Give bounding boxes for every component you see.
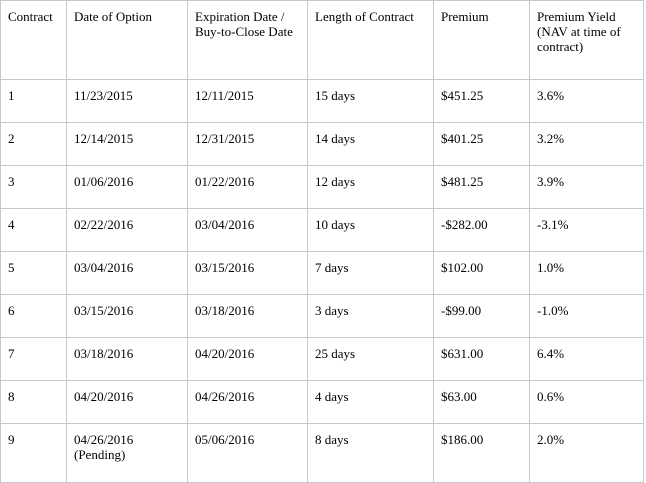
- cell-contract: 1: [0, 79, 67, 123]
- table-row: 5 03/04/2016 03/15/2016 7 days $102.00 1…: [0, 251, 644, 295]
- cell-date-of-option: 03/18/2016: [66, 337, 188, 381]
- cell-date-of-option: 03/04/2016: [66, 251, 188, 295]
- cell-premium-yield: 6.4%: [529, 337, 644, 381]
- cell-length: 25 days: [307, 337, 434, 381]
- cell-premium: $102.00: [433, 251, 530, 295]
- header-date-of-option: Date of Option: [66, 0, 188, 80]
- cell-date-of-option: 04/20/2016: [66, 380, 188, 424]
- cell-premium-yield: -1.0%: [529, 294, 644, 338]
- cell-contract: 9: [0, 423, 67, 483]
- cell-length: 3 days: [307, 294, 434, 338]
- header-length-of-contract: Length of Contract: [307, 0, 434, 80]
- header-contract: Contract: [0, 0, 67, 80]
- cell-expiration-date: 05/06/2016: [187, 423, 308, 483]
- table-row: 2 12/14/2015 12/31/2015 14 days $401.25 …: [0, 122, 644, 166]
- cell-expiration-date: 03/18/2016: [187, 294, 308, 338]
- cell-contract: 6: [0, 294, 67, 338]
- table-row: 1 11/23/2015 12/11/2015 15 days $451.25 …: [0, 79, 644, 123]
- cell-date-of-option: 04/26/2016 (Pending): [66, 423, 188, 483]
- cell-length: 15 days: [307, 79, 434, 123]
- cell-premium: $63.00: [433, 380, 530, 424]
- cell-premium-yield: 3.2%: [529, 122, 644, 166]
- cell-expiration-date: 12/11/2015: [187, 79, 308, 123]
- cell-length: 7 days: [307, 251, 434, 295]
- cell-premium-yield: 1.0%: [529, 251, 644, 295]
- cell-contract: 8: [0, 380, 67, 424]
- cell-length: 8 days: [307, 423, 434, 483]
- cell-premium-yield: 3.6%: [529, 79, 644, 123]
- cell-expiration-date: 12/31/2015: [187, 122, 308, 166]
- cell-premium-yield: -3.1%: [529, 208, 644, 252]
- table-header-row: Contract Date of Option Expiration Date …: [0, 0, 644, 80]
- cell-expiration-date: 01/22/2016: [187, 165, 308, 209]
- cell-premium: $481.25: [433, 165, 530, 209]
- cell-date-of-option: 12/14/2015: [66, 122, 188, 166]
- cell-length: 14 days: [307, 122, 434, 166]
- table-row: 4 02/22/2016 03/04/2016 10 days -$282.00…: [0, 208, 644, 252]
- header-premium-yield: Premium Yield (NAV at time of contract): [529, 0, 644, 80]
- table-row: 9 04/26/2016 (Pending) 05/06/2016 8 days…: [0, 423, 644, 483]
- cell-contract: 4: [0, 208, 67, 252]
- cell-expiration-date: 04/20/2016: [187, 337, 308, 381]
- cell-contract: 5: [0, 251, 67, 295]
- cell-premium: $186.00: [433, 423, 530, 483]
- cell-contract: 7: [0, 337, 67, 381]
- cell-premium-yield: 0.6%: [529, 380, 644, 424]
- cell-length: 10 days: [307, 208, 434, 252]
- cell-premium-yield: 3.9%: [529, 165, 644, 209]
- cell-premium: $451.25: [433, 79, 530, 123]
- cell-expiration-date: 04/26/2016: [187, 380, 308, 424]
- table-row: 3 01/06/2016 01/22/2016 12 days $481.25 …: [0, 165, 644, 209]
- cell-date-of-option: 11/23/2015: [66, 79, 188, 123]
- cell-contract: 2: [0, 122, 67, 166]
- cell-expiration-date: 03/15/2016: [187, 251, 308, 295]
- cell-premium: $631.00: [433, 337, 530, 381]
- table-row: 7 03/18/2016 04/20/2016 25 days $631.00 …: [0, 337, 644, 381]
- cell-premium: -$282.00: [433, 208, 530, 252]
- cell-premium: $401.25: [433, 122, 530, 166]
- cell-length: 4 days: [307, 380, 434, 424]
- table-row: 8 04/20/2016 04/26/2016 4 days $63.00 0.…: [0, 380, 644, 424]
- header-expiration-date: Expiration Date / Buy-to-Close Date: [187, 0, 308, 80]
- cell-premium-yield: 2.0%: [529, 423, 644, 483]
- table-row: 6 03/15/2016 03/18/2016 3 days -$99.00 -…: [0, 294, 644, 338]
- cell-length: 12 days: [307, 165, 434, 209]
- cell-date-of-option: 01/06/2016: [66, 165, 188, 209]
- header-premium: Premium: [433, 0, 530, 80]
- cell-date-of-option: 02/22/2016: [66, 208, 188, 252]
- cell-premium: -$99.00: [433, 294, 530, 338]
- cell-expiration-date: 03/04/2016: [187, 208, 308, 252]
- cell-contract: 3: [0, 165, 67, 209]
- cell-date-of-option: 03/15/2016: [66, 294, 188, 338]
